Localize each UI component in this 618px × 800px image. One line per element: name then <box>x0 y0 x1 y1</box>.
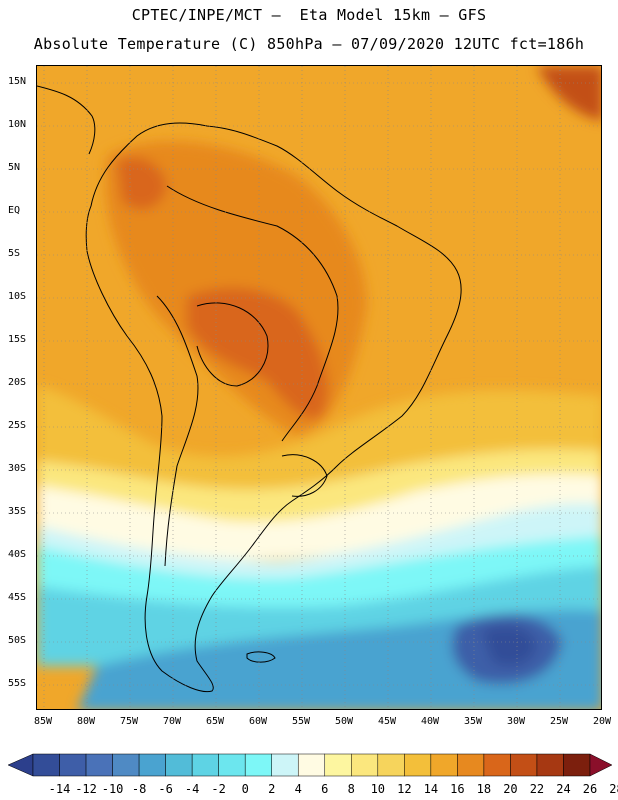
lon-label: 50W <box>334 716 354 727</box>
colorbar-label: -2 <box>211 782 226 796</box>
lon-label: 70W <box>162 716 182 727</box>
colorbar-label: -6 <box>158 782 173 796</box>
colorbar-label: -4 <box>184 782 200 796</box>
colorbar-swatch <box>377 753 405 777</box>
colorbar-label: -14 <box>48 782 71 796</box>
colorbar-swatch <box>510 753 538 777</box>
colorbar-label: 0 <box>241 782 249 796</box>
lat-label: 50S <box>8 635 27 646</box>
colorbar-label: 24 <box>556 782 571 796</box>
colorbar-swatch <box>59 753 87 777</box>
lat-label: 10N <box>8 119 27 130</box>
colorbar-swatch <box>271 753 299 777</box>
colorbar-swatch <box>85 753 113 777</box>
lon-label: 75W <box>119 716 139 727</box>
field-deep-blue-2 <box>482 626 537 666</box>
border-andes <box>156 295 199 567</box>
colorbar-label: 2 <box>268 782 276 796</box>
colorbar-min-arrow <box>7 753 34 777</box>
colorbar-swatch <box>563 753 591 777</box>
caribbean-coast <box>37 85 96 155</box>
lat-label: 35S <box>8 506 27 517</box>
lon-label: 45W <box>377 716 397 727</box>
temperature-map <box>36 65 602 710</box>
colorbar-swatch <box>165 753 193 777</box>
colorbar-swatch <box>351 753 379 777</box>
colorbar-label: 4 <box>294 782 302 796</box>
lon-label: 20W <box>592 716 612 727</box>
lat-label: 20S <box>8 377 27 388</box>
colorbar-swatch <box>404 753 432 777</box>
colorbar-swatch <box>457 753 485 777</box>
colorbar-label: 14 <box>423 782 439 796</box>
lat-label: 15S <box>8 334 27 345</box>
colorbar-swatch <box>218 753 246 777</box>
lat-label: 45S <box>8 592 27 603</box>
colorbar-label: 16 <box>450 782 465 796</box>
lon-label: 80W <box>76 716 96 727</box>
lon-label: 65W <box>205 716 225 727</box>
lon-label: 25W <box>549 716 569 727</box>
lat-label: 40S <box>8 549 27 560</box>
lon-label: 85W <box>33 716 53 727</box>
colorbar-swatch <box>138 753 166 777</box>
lat-label: EQ <box>8 205 21 216</box>
colorbar-swatch <box>244 753 272 777</box>
lat-label: 5S <box>8 248 21 259</box>
map-title-line1: CPTEC/INPE/MCT – Eta Model 15km – GFS <box>131 6 487 24</box>
colorbar-swatch <box>191 753 219 777</box>
lat-label: 15N <box>8 76 27 87</box>
south-america-outline <box>85 122 462 693</box>
colorbar-label: 8 <box>347 782 355 796</box>
colorbar-label: 20 <box>503 782 518 796</box>
temperature-field <box>37 66 601 709</box>
colorbar-swatch <box>536 753 564 777</box>
falklands <box>246 651 276 663</box>
field-hot-northeast <box>537 66 601 121</box>
colorbar-label: -8 <box>131 782 147 796</box>
colorbar-label: 10 <box>370 782 386 796</box>
colorbar-label: 6 <box>321 782 329 796</box>
lat-label: 25S <box>8 420 27 431</box>
field-hot-core <box>187 287 328 419</box>
colorbar-label: 12 <box>397 782 412 796</box>
field-cream <box>37 474 601 561</box>
lon-label: 30W <box>506 716 526 727</box>
colorbar-max-arrow <box>589 753 613 777</box>
colorbar-label: 22 <box>529 782 545 796</box>
lat-label: 55S <box>8 678 27 689</box>
colorbar-swatch <box>32 753 60 777</box>
coastlines <box>37 85 462 693</box>
colorbar-swatch <box>430 753 458 777</box>
field-yellow-light <box>37 449 601 525</box>
colorbar-label: 18 <box>476 782 492 796</box>
lat-label: 5N <box>8 162 21 173</box>
colorbar-swatch <box>297 753 326 777</box>
colorbar-swatch <box>112 753 140 777</box>
colorbar-label: 28 <box>609 782 618 796</box>
border-brazil <box>166 185 339 442</box>
border-uruguay <box>281 454 328 497</box>
lon-label: 35W <box>463 716 483 727</box>
lon-label: 55W <box>291 716 311 727</box>
field-hot-north <box>117 157 167 210</box>
lat-label: 10S <box>8 291 27 302</box>
map-title-line2: Absolute Temperature (C) 850hPa – 07/09/… <box>33 35 585 53</box>
colorbar-label: -12 <box>75 782 97 796</box>
colorbar <box>7 753 613 777</box>
lat-label: 30S <box>8 463 27 474</box>
colorbar-swatch <box>483 753 511 777</box>
border-bolivia <box>196 302 269 387</box>
lon-label: 40W <box>420 716 440 727</box>
colorbar-label: -10 <box>101 782 124 796</box>
colorbar-swatch <box>324 753 352 777</box>
lon-label: 60W <box>248 716 268 727</box>
colorbar-label: 26 <box>582 782 598 796</box>
